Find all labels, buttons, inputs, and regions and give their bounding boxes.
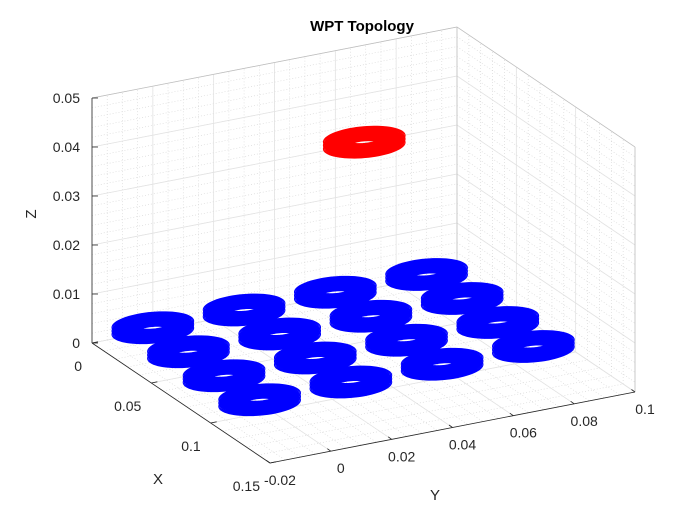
y-tick-label-1: 0	[337, 460, 345, 476]
transmitter-array-coil-13-turn-2-21	[182, 359, 266, 386]
transmitter-array-coil-14-turn-2-21	[309, 365, 393, 392]
back-wall-grid-z-16	[456, 114, 636, 236]
back-wall-grid-z-11	[456, 163, 636, 285]
x-tick-label-3: 0.15	[233, 478, 260, 494]
transmitter-array-coil-7	[238, 317, 322, 351]
y-tick-mark-2	[387, 436, 392, 440]
y-axis-label: Y	[430, 487, 440, 504]
back-wall-grid-z-18	[456, 95, 636, 216]
back-wall-grid-z-14	[456, 134, 636, 256]
back-wall-grid-z-13	[456, 144, 636, 265]
top-edge-back	[456, 26, 636, 148]
back-wall-grid-z-2	[456, 173, 636, 295]
transmitter-array-coil-9	[492, 330, 575, 363]
y-tick-mark-0	[266, 460, 271, 464]
y-tick-label-0: -0.02	[264, 472, 296, 488]
transmitter-array-coil-1	[293, 275, 377, 309]
z-tick-label-4: 0.04	[53, 139, 80, 155]
transmitter-array-coil-12	[400, 347, 484, 381]
back-wall-grid-z-12	[456, 154, 636, 275]
y-tick-mark-3	[448, 424, 453, 428]
y-tick-mark-4	[509, 412, 514, 416]
transmitter-array-coil-4-turn-2-21	[329, 299, 413, 326]
y-tick-mark-6	[631, 389, 636, 393]
z-tick-label-0: 0	[72, 335, 80, 351]
transmitter-array-coil-8	[365, 323, 448, 357]
transmitter-array-coil-10	[147, 335, 230, 369]
z-tick-label-5: 0.05	[53, 90, 80, 106]
y-tick-label-6: 0.1	[635, 401, 655, 417]
back-wall-grid-z-4	[456, 75, 636, 197]
back-wall-grid-z-24	[456, 36, 636, 158]
x-tick-label-2: 0.1	[181, 438, 201, 454]
transmitter-array-coil-3	[202, 293, 286, 327]
transmitter-array-coil-4	[329, 299, 413, 333]
transmitter-array-coil-14	[309, 365, 393, 399]
transmitter-array-coil-15-turn-2-21	[218, 383, 301, 410]
coil-layer	[111, 125, 575, 417]
side-wall-grid-z-2	[91, 173, 458, 246]
z-axis-label: Z	[23, 209, 40, 218]
transmitter-array-coil-2-turn-2-21	[420, 282, 504, 309]
y-tick-label-4: 0.06	[510, 425, 537, 441]
z-tick-label-1: 0.01	[53, 286, 80, 302]
z-tick-label-3: 0.03	[53, 188, 80, 204]
back-wall-grid-z-19	[456, 85, 636, 207]
transmitter-array-coil-6-turn-2-21	[111, 311, 195, 338]
y-tick-label-5: 0.08	[571, 413, 598, 429]
x-axis-label: X	[153, 471, 163, 488]
transmitter-array-coil-2	[420, 282, 504, 315]
back-wall-grid-z-22	[456, 56, 636, 177]
transmitter-array-coil-7-turn-2-21	[238, 317, 322, 344]
transmitter-array-coil-11	[273, 341, 357, 375]
x-tick-mark-0	[91, 341, 99, 344]
transmitter-array-coil-15	[218, 383, 301, 417]
x-tick-label-0: 0	[74, 358, 82, 374]
transmitter-array-coil-11-turn-2-21	[273, 341, 357, 368]
chart-title: WPT Topology	[310, 18, 415, 35]
transmitter-array-coil-6	[111, 311, 195, 345]
transmitter-array-coil-12-turn-2-21	[400, 347, 484, 374]
x-tick-mark-2	[210, 421, 217, 424]
x-tick-mark-3	[269, 461, 277, 464]
transmitter-array-coil-9-turn-2-21	[492, 330, 575, 357]
y-tick-mark-1	[327, 448, 332, 452]
x-tick-label-1: 0.05	[114, 398, 141, 414]
transmitter-array-coil-5	[456, 306, 540, 339]
transmitter-array-coil-8-turn-2-21	[365, 323, 448, 350]
y-tick-label-2: 0.02	[388, 448, 415, 464]
x-tick-mark-1	[151, 381, 158, 384]
y-tick-label-3: 0.04	[449, 437, 476, 453]
back-wall-grid-z-3	[456, 124, 636, 246]
receiver-coil-0-turn-2-21	[322, 125, 406, 152]
back-wall-grid-z-23	[456, 46, 636, 167]
transmitter-array-coil-1-turn-2-21	[293, 275, 377, 302]
z-tick-label-2: 0.02	[53, 237, 80, 253]
transmitter-array-coil-0	[385, 258, 468, 291]
transmitter-array-coil-10-turn-2-21	[147, 335, 230, 362]
top-edge-side	[91, 26, 458, 99]
back-wall-grid-z-21	[456, 65, 636, 187]
transmitter-array-coil-5-turn-2-21	[456, 306, 540, 333]
tick-label-layer: 0 0.01 0.02 0.03 0.04 0.05 0 0.05 0.1 0.15 -0.02 0 0…	[53, 90, 655, 494]
back-wall-grid-z-17	[456, 105, 636, 226]
side-wall-grid-z-1	[91, 222, 458, 295]
transmitter-array-coil-3-turn-2-21	[202, 293, 286, 320]
transmitter-array-coil-13	[182, 359, 266, 393]
transmitter-array-coil-0-turn-2-21	[385, 258, 468, 285]
side-wall-grid-z-4	[91, 75, 458, 148]
x-axis-line	[91, 342, 271, 464]
y-tick-mark-5	[570, 401, 575, 405]
axes-frame	[91, 26, 636, 464]
receiver-coil-0	[322, 125, 406, 159]
back-wall-grid-z-1	[456, 222, 636, 344]
